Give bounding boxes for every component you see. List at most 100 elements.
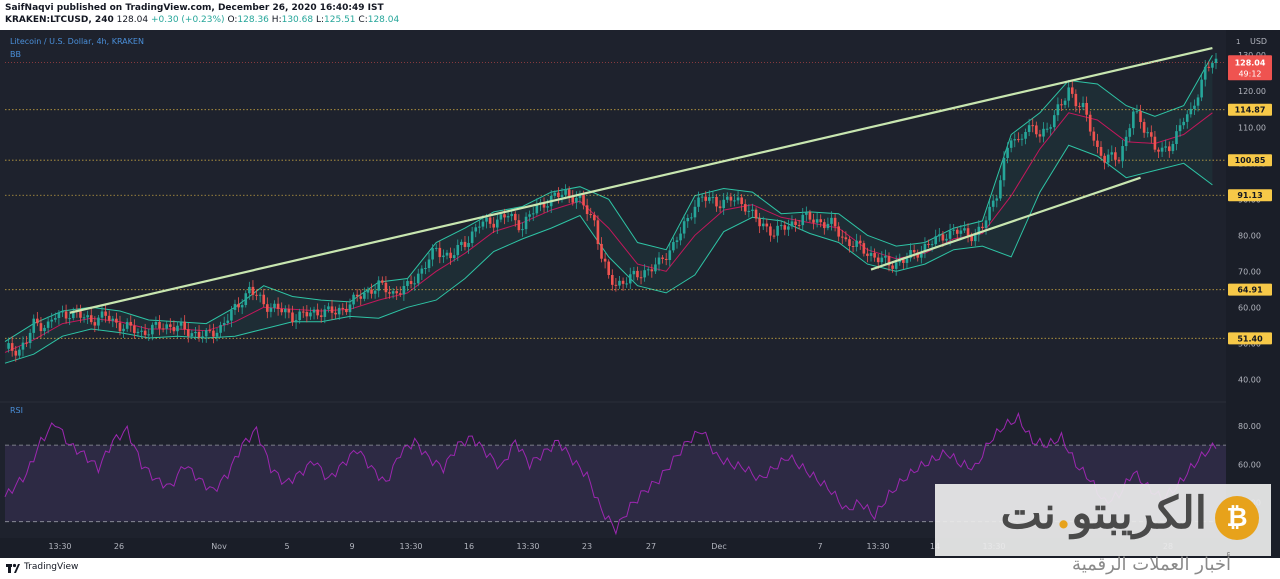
candle-down [1167, 146, 1171, 152]
candle-down [812, 219, 815, 223]
watermark-title-main: الكريبتو [1071, 488, 1207, 539]
candle-down [168, 324, 172, 327]
candle-up [373, 290, 377, 294]
candle-up [909, 250, 912, 259]
level-tag-label: 91.13 [1237, 191, 1262, 200]
candle-up [1013, 139, 1017, 141]
candle-up [1178, 125, 1182, 132]
candle-up [54, 318, 57, 320]
candle-up [230, 309, 233, 321]
candle-up [18, 349, 21, 356]
candle-up [201, 336, 204, 338]
candle-up [1171, 144, 1175, 152]
candle-down [133, 325, 136, 334]
candle-down [718, 206, 722, 209]
candle-down [237, 303, 240, 308]
candle-down [255, 294, 258, 296]
candle-up [1009, 140, 1013, 148]
candle-up [984, 220, 988, 229]
candle-up [456, 244, 460, 256]
candle-down [542, 202, 546, 208]
level-tag [1228, 283, 1272, 296]
candle-up [682, 221, 686, 234]
watermark-subtitle: أخبار العملات الرقمية [1072, 554, 1231, 575]
candle-up [452, 255, 456, 259]
candle-down [301, 311, 305, 313]
candle-down [172, 326, 176, 332]
candle-up [460, 241, 463, 245]
candle-up [506, 216, 510, 218]
candle-down [1150, 132, 1153, 137]
candle-down [589, 214, 593, 216]
candle-up [1067, 87, 1070, 101]
time-tick-label: 26 [114, 542, 124, 551]
candle-up [632, 270, 636, 275]
candle-up [668, 250, 672, 261]
candle-up [672, 242, 675, 251]
candle-up [1024, 131, 1027, 139]
candle-up [733, 200, 736, 202]
candle-down [287, 308, 291, 313]
candle-down [39, 323, 43, 332]
candle-up [391, 291, 395, 294]
ohlc-line: KRAKEN:LTCUSD, 240 128.04 +0.30 (+0.23%)… [5, 15, 399, 25]
candle-down [1085, 102, 1088, 115]
candle-up [995, 198, 999, 201]
candle-up [923, 243, 927, 252]
candle-up [991, 200, 995, 207]
candle-up [366, 289, 370, 293]
candle-up [140, 330, 143, 332]
publish-text: SaifNaqvi published on TradingView.com, … [5, 3, 384, 13]
candle-up [618, 280, 621, 286]
candle-down [851, 245, 855, 247]
watermark-title: الكريبتو.نت [1000, 488, 1207, 539]
candle-up [442, 255, 445, 258]
currency-label: USD [1250, 37, 1267, 46]
candle-up [309, 312, 312, 317]
time-tick-label: 13:30 [866, 542, 889, 551]
candle-up [725, 196, 729, 200]
candle-up [938, 234, 941, 237]
candle-up [21, 342, 25, 350]
level-tag-label: 51.40 [1237, 334, 1263, 343]
time-tick-label: 13:30 [516, 542, 539, 551]
candle-up [240, 305, 244, 308]
candle-up [690, 217, 693, 219]
candle-up [675, 240, 679, 243]
candle-up [898, 259, 902, 263]
candle-up [999, 180, 1002, 199]
candle-up [1160, 147, 1164, 152]
candle-up [377, 280, 381, 291]
candle-down [966, 228, 970, 236]
candle-down [610, 275, 614, 285]
last-price-value: 128.04 [1235, 58, 1266, 67]
chart-canvas[interactable]: 130.00120.00110.00100.0090.0080.0070.006… [0, 30, 1280, 558]
candle-down [797, 224, 801, 226]
candle-up [179, 321, 183, 326]
price-tick-label: 40.00 [1238, 375, 1261, 384]
candle-down [208, 330, 212, 332]
candle-up [930, 244, 934, 246]
bitcoin-coin-icon: ₿ [1215, 496, 1259, 540]
candle-up [406, 281, 409, 286]
time-tick-label: Nov [211, 542, 227, 551]
candle-down [639, 277, 643, 279]
candle-up [747, 210, 751, 212]
candle-up [679, 233, 682, 241]
candle-up [779, 225, 783, 227]
candle-down [557, 192, 560, 198]
candle-down [492, 223, 496, 228]
candle-up [1121, 146, 1124, 162]
candle-up [190, 333, 194, 337]
candle-up [654, 264, 657, 272]
open-label: O: [227, 15, 238, 25]
high-value: 130.68 [281, 15, 314, 25]
candle-up [553, 192, 557, 196]
candle-down [636, 270, 639, 278]
candle-down [981, 226, 984, 229]
candle-down [517, 220, 521, 231]
candle-up [560, 194, 564, 198]
candle-down [449, 252, 452, 259]
chart-background [0, 30, 1280, 558]
candle-up [521, 229, 524, 231]
